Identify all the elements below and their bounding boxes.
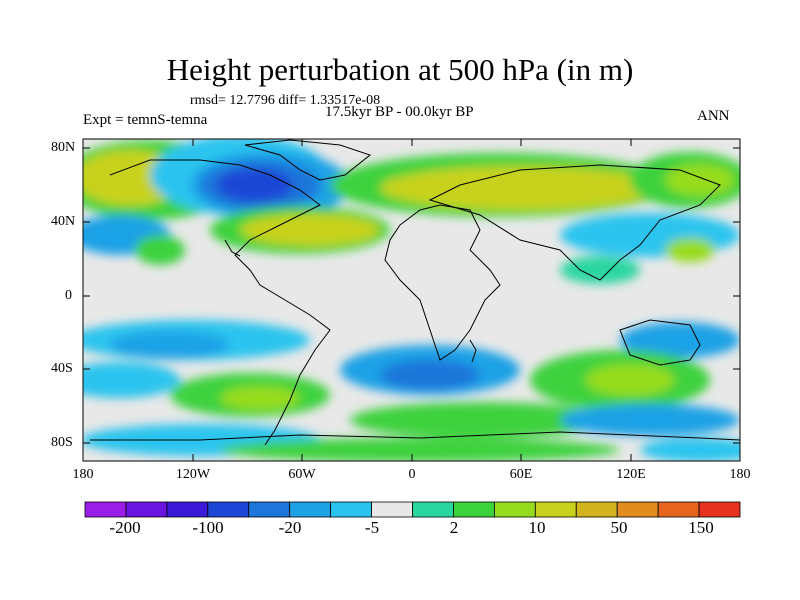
x-tick-label: 180 bbox=[729, 467, 751, 482]
colorbar-label: -20 bbox=[278, 518, 302, 537]
colorbar bbox=[84, 501, 741, 518]
map-title: Height perturbation at 500 hPa (in m) bbox=[166, 52, 634, 87]
colorbar-box bbox=[493, 501, 536, 518]
colorbar-box bbox=[207, 501, 250, 518]
colorbar-label: 50 bbox=[610, 518, 628, 537]
colorbar-label: 150 bbox=[688, 518, 714, 537]
coastlines bbox=[90, 139, 740, 446]
x-tick-label: 120E bbox=[616, 467, 646, 482]
colorbar-box bbox=[330, 501, 372, 518]
y-tick-label: 40S bbox=[51, 361, 73, 376]
season-label: ANN bbox=[697, 108, 730, 124]
y-tick-label: 80N bbox=[51, 140, 76, 155]
colorbar-box bbox=[453, 501, 495, 518]
colorbar-label: -5 bbox=[364, 518, 380, 537]
colorbar-box bbox=[534, 501, 577, 518]
x-tick-label: 0 bbox=[408, 467, 416, 482]
colorbar-box bbox=[289, 501, 332, 518]
colorbar-box bbox=[248, 501, 291, 518]
colorbar-label: 10 bbox=[528, 518, 546, 537]
colorbar-box bbox=[575, 501, 618, 518]
colorbar-box bbox=[166, 501, 209, 518]
colorbar-box bbox=[657, 501, 700, 518]
colorbar-label: -100 bbox=[192, 518, 224, 537]
x-tick-label: 180 bbox=[72, 467, 94, 482]
colorbar-box bbox=[84, 501, 127, 518]
colorbar-box bbox=[616, 501, 659, 518]
colorbar-box bbox=[371, 501, 413, 518]
x-tick-label: 60W bbox=[288, 467, 316, 482]
colorbar-box bbox=[412, 501, 454, 518]
colorbar-label: 2 bbox=[449, 518, 459, 537]
colorbar-box bbox=[125, 501, 168, 518]
y-tick-label: 40N bbox=[51, 214, 76, 229]
period-text: 17.5kyr BP - 00.0kyr BP bbox=[325, 104, 474, 120]
y-tick-label: 0 bbox=[65, 288, 72, 303]
colorbar-label: -200 bbox=[109, 518, 141, 537]
y-tick-label: 80S bbox=[51, 435, 73, 450]
colorbar-box bbox=[698, 501, 741, 518]
stats-text: rmsd= 12.7796 diff= 1.33517e-08 bbox=[190, 93, 381, 108]
x-tick-label: 60E bbox=[509, 467, 533, 482]
x-tick-label: 120W bbox=[175, 467, 211, 482]
axis-ticks bbox=[82, 139, 741, 461]
contour-field bbox=[83, 139, 740, 461]
experiment-label: Expt = temnS-temna bbox=[83, 112, 208, 128]
